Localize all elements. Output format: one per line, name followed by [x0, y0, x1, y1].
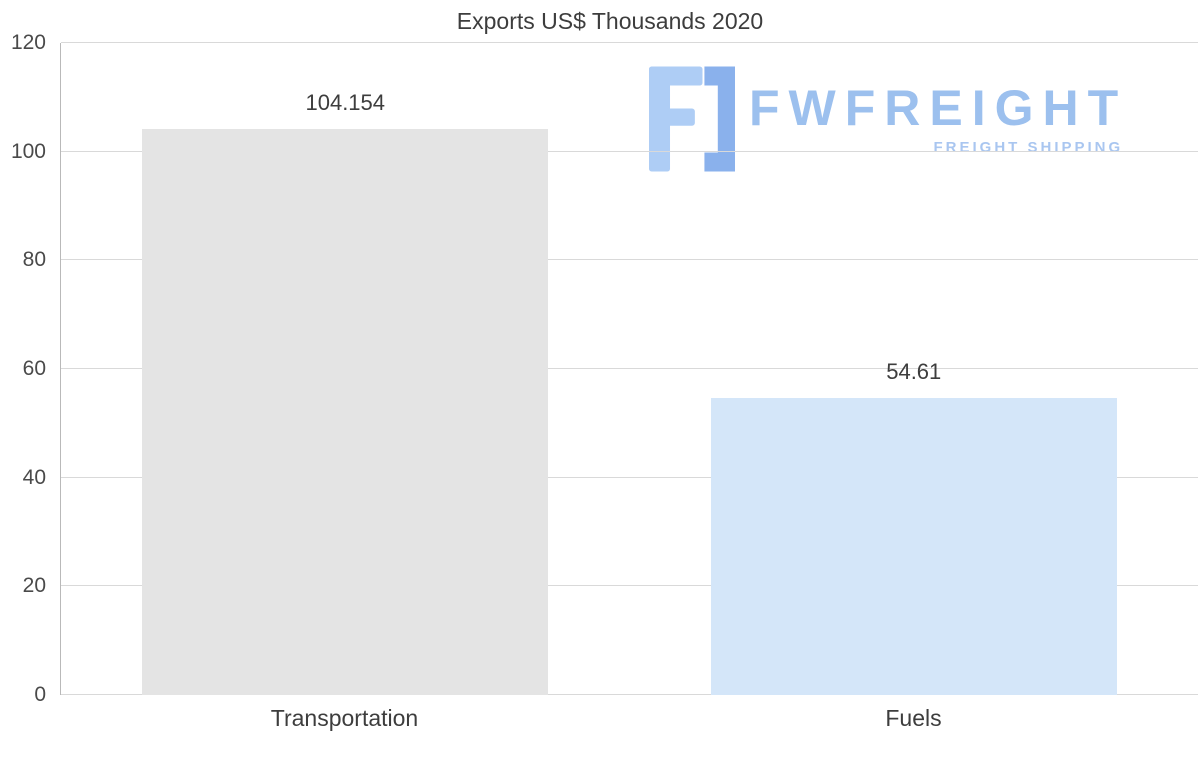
y-tick-label-80: 80	[22, 248, 46, 272]
gridline-y-80	[61, 259, 1198, 261]
y-tick-label-60: 60	[22, 357, 46, 380]
bar-fuels	[710, 398, 1117, 695]
gridline-y-60	[61, 368, 1198, 369]
gridline-y-40	[61, 476, 1198, 478]
gridline-y-120	[61, 42, 1198, 43]
gridline-y-0	[61, 694, 1198, 695]
y-tick-label-40: 40	[22, 465, 46, 489]
y-axis: 0 20 40 60 80 100 120	[0, 31, 56, 706]
y-tick-label-120: 120	[10, 31, 46, 54]
bar-transportation	[142, 129, 549, 695]
x-label-fuels: Fuels	[885, 705, 942, 731]
y-tick-label-100: 100	[10, 139, 46, 163]
value-label-transportation: 104.154	[305, 90, 386, 116]
chart-title: Exports US$ Thousands 2020	[456, 8, 764, 34]
brand-name: FWFREIGHT	[749, 79, 1128, 136]
brand-tagline: FREIGHT SHIPPING	[933, 138, 1124, 156]
x-axis: Transportation Fuels	[60, 695, 1198, 745]
value-label-fuels: 54.61	[886, 359, 942, 385]
y-tick-label-0: 0	[34, 683, 46, 706]
chart-body: 0 20 40 60 80 100 120 FWFREIGHT FREIGHT SHIPPI…	[0, 31, 1200, 706]
brand-watermark: FWFREIGHT FREIGHT SHIPPING	[649, 65, 1127, 173]
plot-area: FWFREIGHT FREIGHT SHIPPING 104.154 54.61	[60, 42, 1198, 695]
x-label-transportation: Transportation	[270, 705, 419, 731]
y-tick-label-20: 20	[22, 574, 46, 598]
gridline-y-20	[61, 585, 1198, 587]
brand-text-block: FWFREIGHT FREIGHT SHIPPING	[749, 83, 1127, 156]
gridline-y-100	[61, 150, 1198, 152]
fwfreight-logo-icon	[649, 66, 735, 172]
